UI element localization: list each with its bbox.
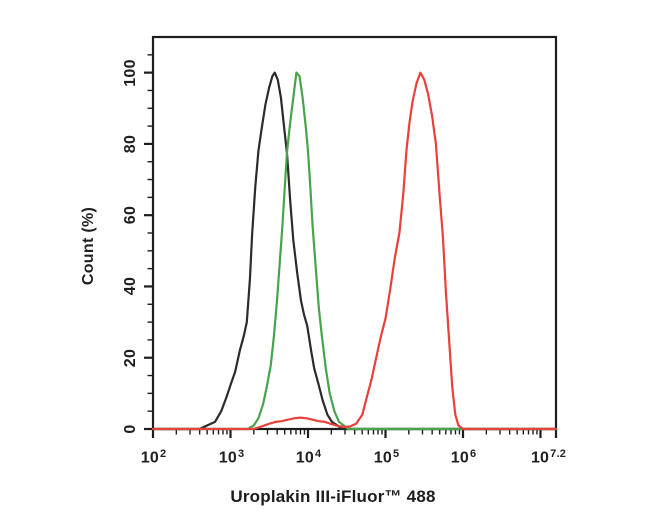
y-tick-label: 20 (122, 348, 139, 368)
x-tick-label: 103 (218, 448, 245, 467)
histogram-curve-black (151, 71, 558, 431)
y-tick-label: 0 (122, 424, 139, 434)
x-tick-label: 107.2 (530, 448, 567, 467)
y-tick-label: 60 (122, 205, 139, 225)
plot-frame (151, 35, 558, 431)
y-axis-title: Count (%) (80, 206, 97, 286)
x-tick-label: 104 (295, 448, 322, 467)
y-tick-label: 100 (122, 59, 139, 87)
histogram-curve-green (151, 71, 558, 431)
x-axis-title: Uroplakin III-iFluor™ 488 (230, 487, 436, 506)
y-tick-label: 80 (122, 134, 139, 154)
y-tick-label: 40 (122, 276, 139, 296)
histogram-curve-red (151, 71, 558, 431)
x-tick-label: 102 (140, 448, 167, 467)
x-tick-label: 105 (373, 448, 400, 467)
x-tick-label: 106 (450, 448, 477, 467)
